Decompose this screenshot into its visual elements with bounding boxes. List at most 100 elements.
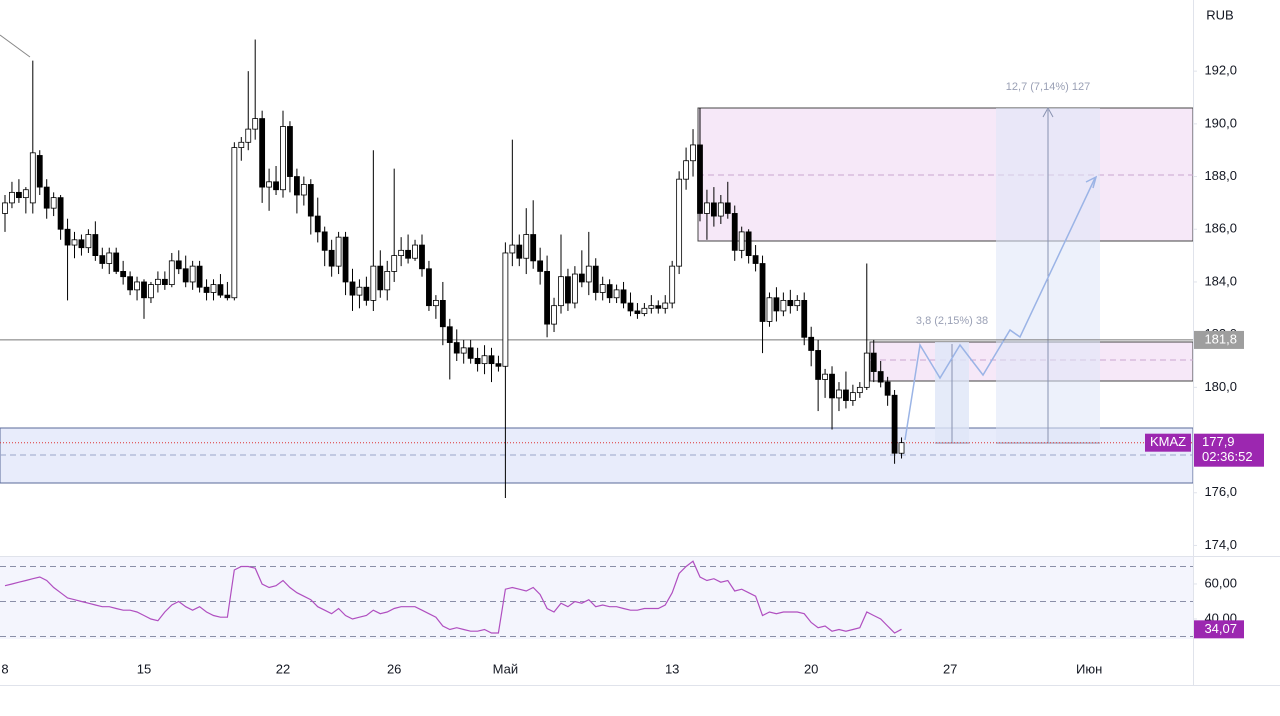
y-tick-label: 186,0 (1204, 221, 1237, 236)
candle-body (634, 310, 641, 314)
candle-body (453, 342, 460, 354)
candle-body (370, 265, 377, 301)
candle-body (189, 265, 196, 283)
candle-body (627, 302, 634, 312)
candle-body (537, 260, 544, 272)
candle-body (426, 268, 432, 307)
candle-body (759, 263, 766, 322)
x-tick-label: 8 (1, 661, 8, 676)
candle-body (787, 299, 794, 307)
candle-body (544, 271, 550, 325)
candle-body (585, 265, 592, 283)
candle-body (891, 394, 898, 454)
candle-body (85, 234, 92, 249)
candle-body (530, 234, 537, 262)
arrow-head (1042, 106, 1054, 118)
candle-body (558, 276, 564, 307)
candle-body (161, 278, 168, 285)
candle-body (884, 381, 891, 396)
currency: RUB (1206, 7, 1233, 22)
countdown: 02:36:52 (1202, 449, 1253, 464)
candle-body (238, 141, 245, 148)
candle-body (148, 284, 154, 299)
candle-body (196, 265, 203, 288)
candle-body (738, 231, 745, 251)
arrow-head (1085, 175, 1098, 189)
candle-body (613, 289, 620, 299)
candle-body (398, 249, 405, 257)
candle-body (432, 299, 439, 307)
candle-body (252, 118, 259, 130)
candle-body (22, 189, 29, 199)
candle-body (314, 215, 321, 233)
candle-body (509, 244, 516, 254)
candle-body (134, 281, 140, 291)
candle-body (731, 213, 738, 251)
candle-body (175, 260, 182, 270)
candle-body (363, 286, 370, 301)
candle-body (481, 355, 488, 365)
candle-body (113, 252, 120, 272)
y-tick-label: 184,0 (1204, 273, 1237, 288)
last-price-bg (1194, 433, 1264, 467)
y-tick-label: 180,0 (1204, 379, 1237, 394)
candle-body (690, 144, 696, 162)
candle-body (224, 294, 231, 299)
candle-body (9, 191, 15, 204)
candle-body (836, 389, 842, 399)
candle-body (801, 299, 808, 338)
candle-body (849, 392, 856, 401)
candle-body (412, 244, 418, 259)
candle-body (710, 202, 717, 217)
candle-body (467, 347, 474, 359)
candle-body (29, 152, 36, 204)
candle-body (377, 265, 384, 291)
candle-body (683, 160, 689, 180)
candle-body (655, 305, 662, 309)
x-tick-label: 13 (665, 661, 679, 676)
candle-body (794, 299, 801, 307)
candle-body (36, 155, 43, 188)
candle-body (287, 126, 293, 177)
candle-body (64, 228, 71, 246)
candle-body (439, 299, 446, 328)
x-tick-label: 20 (804, 661, 818, 676)
candle-body (446, 326, 453, 343)
candle-body (843, 389, 849, 401)
candle-body (717, 202, 724, 217)
projection-path (904, 177, 1096, 441)
candle-body (578, 273, 585, 283)
x-tick-label: 15 (137, 661, 151, 676)
candle-body (808, 336, 815, 351)
candle-body (307, 184, 314, 217)
candle-body (592, 265, 599, 293)
candle-body (203, 286, 210, 293)
candle-body (551, 305, 557, 325)
measure-label: 3,8 (2,15%) 38 (916, 315, 988, 327)
candle-body (321, 231, 328, 251)
hline-label-bg (1194, 330, 1244, 349)
candle-body (405, 249, 411, 259)
candle-body (780, 299, 787, 312)
candle-body (752, 255, 759, 264)
candle-body (815, 350, 822, 380)
price-pane (0, 39, 1193, 499)
x-tick-label: Май (493, 661, 518, 676)
candle-body (78, 239, 85, 249)
candle-body (822, 373, 828, 380)
candle-body (141, 281, 147, 299)
candle-body (829, 373, 835, 399)
last-price-label: 177,9 (1202, 434, 1235, 449)
candle-body (870, 352, 877, 372)
candle-body (599, 284, 606, 293)
y-tick-label: 176,0 (1204, 484, 1237, 499)
candle-body (391, 255, 398, 272)
candle-body (300, 184, 307, 196)
candle-body (293, 176, 300, 196)
candle-body (99, 255, 106, 264)
candle-body (419, 244, 425, 270)
candle-body (676, 178, 683, 267)
hline-label: 181,8 (1204, 331, 1237, 346)
candle-body (571, 273, 578, 304)
candle-body (745, 231, 752, 257)
